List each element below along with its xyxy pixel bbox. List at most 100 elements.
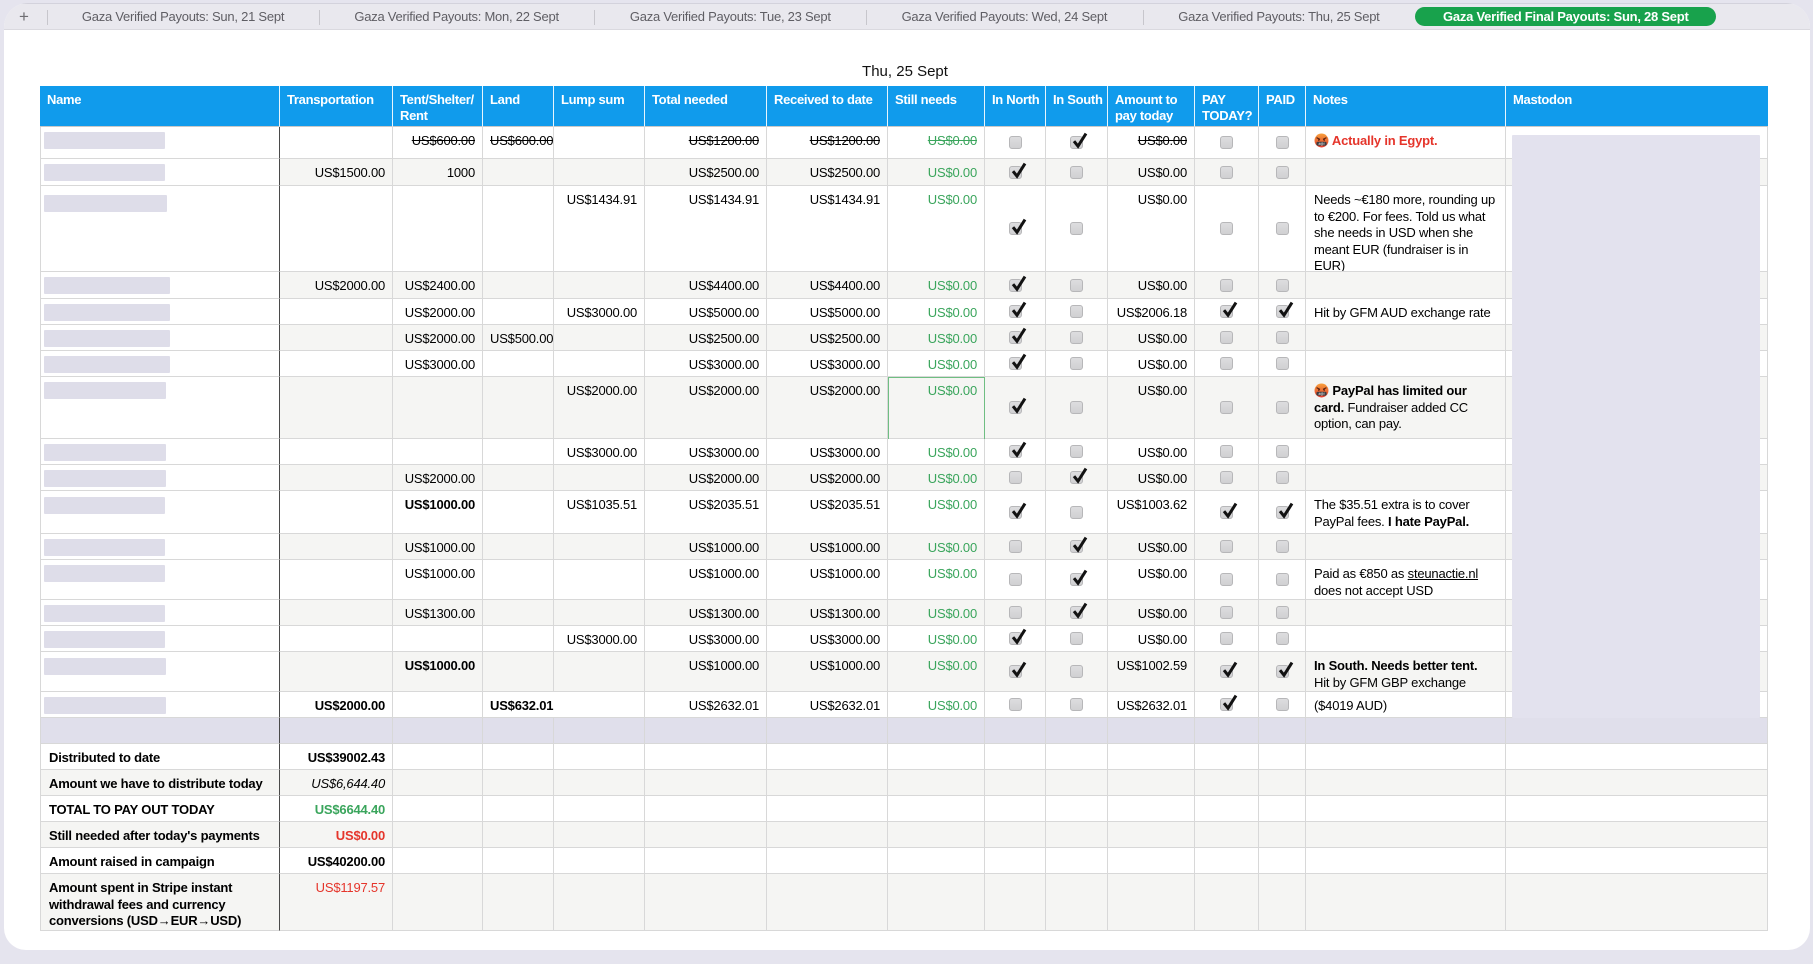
cell-paid-row12[interactable] [1259, 534, 1306, 560]
checkbox-south-row11-unchecked[interactable] [1070, 505, 1083, 519]
cell-paid-row6[interactable] [1259, 325, 1306, 351]
cell-notes-row8[interactable]: #@! PayPal has limited our card. Fundrais… [1306, 377, 1506, 439]
cell-still-row9[interactable]: US$0.00 [888, 439, 985, 465]
cell-trans-row2[interactable]: US$1500.00 [280, 159, 393, 186]
cell-total-row9[interactable]: US$3000.00 [645, 439, 767, 465]
cell-paid-row14[interactable] [1259, 600, 1306, 626]
cell-still-row7[interactable]: US$0.00 [888, 351, 985, 377]
cell-amount-row3[interactable]: US$0.00 [1108, 186, 1195, 272]
cell-tent-row5[interactable]: US$2000.00 [393, 299, 483, 325]
cell-notes-row15[interactable] [1306, 626, 1506, 652]
summary-cell-mastodon-row3[interactable] [1506, 796, 1768, 822]
cell-still-row1[interactable]: US$0.00 [888, 127, 985, 159]
summary-cell-still-row6[interactable] [888, 874, 985, 931]
cell-total-row10[interactable]: US$2000.00 [645, 465, 767, 491]
summary-cell-total-row3[interactable] [645, 796, 767, 822]
summary-cell-north-row2[interactable] [985, 770, 1046, 796]
checkbox-paytoday-row17-checked[interactable] [1220, 694, 1238, 711]
summary-cell-name-row3[interactable]: TOTAL TO PAY OUT TODAY [40, 796, 280, 822]
summary-cell-paytoday-row4[interactable] [1195, 822, 1259, 848]
checkbox-south-row13-checked[interactable] [1070, 569, 1088, 586]
summary-cell-land-row2[interactable] [483, 770, 554, 796]
cell-notes-row18[interactable] [1306, 718, 1506, 744]
cell-still-row3[interactable]: US$0.00 [888, 186, 985, 272]
cell-land-row6[interactable]: US$500.00 [483, 325, 554, 351]
cell-south-row7[interactable] [1046, 351, 1108, 377]
cell-amount-row9[interactable]: US$0.00 [1108, 439, 1195, 465]
summary-cell-amount-row3[interactable] [1108, 796, 1195, 822]
checkbox-paytoday-row8-unchecked[interactable] [1220, 401, 1233, 414]
checkbox-north-row11-checked[interactable] [1008, 502, 1026, 519]
checkbox-south-row14-checked[interactable] [1070, 602, 1088, 619]
cell-north-row1[interactable] [985, 127, 1046, 159]
cell-received-row14[interactable]: US$1300.00 [767, 600, 888, 626]
cell-still-row16[interactable]: US$0.00 [888, 652, 985, 692]
cell-land-row2[interactable] [483, 159, 554, 186]
cell-total-row3[interactable]: US$1434.91 [645, 186, 767, 272]
summary-cell-lump-row6[interactable] [554, 874, 645, 931]
cell-still-row4[interactable]: US$0.00 [888, 272, 985, 299]
cell-notes-row6[interactable] [1306, 325, 1506, 351]
checkbox-south-row17-unchecked[interactable] [1070, 698, 1083, 711]
checkbox-north-row2-checked[interactable] [1008, 162, 1026, 179]
summary-cell-amount-row4[interactable] [1108, 822, 1195, 848]
cell-north-row7[interactable] [985, 351, 1046, 377]
summary-cell-south-row6[interactable] [1046, 874, 1108, 931]
checkbox-paytoday-row10-unchecked[interactable] [1220, 471, 1233, 484]
cell-paytoday-row16[interactable] [1195, 652, 1259, 692]
summary-cell-notes-row1[interactable] [1306, 744, 1506, 770]
cell-received-row10[interactable]: US$2000.00 [767, 465, 888, 491]
summary-cell-paid-row6[interactable] [1259, 874, 1306, 931]
cell-notes-row14[interactable] [1306, 600, 1506, 626]
cell-north-row4[interactable] [985, 272, 1046, 299]
cell-north-row16[interactable] [985, 652, 1046, 692]
cell-notes-row11[interactable]: The $35.51 extra is to cover PayPal fees.… [1306, 491, 1506, 534]
cell-tent-row7[interactable]: US$3000.00 [393, 351, 483, 377]
cell-notes-row2[interactable] [1306, 159, 1506, 186]
cell-paytoday-row9[interactable] [1195, 439, 1259, 465]
summary-cell-south-row4[interactable] [1046, 822, 1108, 848]
cell-lump-row2[interactable] [554, 159, 645, 186]
cell-lump-row6[interactable] [554, 325, 645, 351]
summary-cell-lump-row2[interactable] [554, 770, 645, 796]
checkbox-paytoday-row11-checked[interactable] [1220, 502, 1238, 519]
cell-total-row5[interactable]: US$5000.00 [645, 299, 767, 325]
cell-trans-row4[interactable]: US$2000.00 [280, 272, 393, 299]
summary-cell-amount-row6[interactable] [1108, 874, 1195, 931]
sheet-tab-1[interactable]: Gaza Verified Payouts: Sun, 21 Sept [81, 9, 285, 24]
summary-cell-north-row5[interactable] [985, 848, 1046, 874]
cell-still-row10[interactable]: US$0.00 [888, 465, 985, 491]
checkbox-south-row8-unchecked[interactable] [1070, 401, 1083, 414]
header-cell-north[interactable]: In North [985, 86, 1046, 127]
cell-lump-row13[interactable] [554, 560, 645, 600]
checkbox-paid-row10-unchecked[interactable] [1275, 471, 1289, 484]
cell-amount-row4[interactable]: US$0.00 [1108, 272, 1195, 299]
cell-south-row15[interactable] [1046, 626, 1108, 652]
cell-total-row12[interactable]: US$1000.00 [645, 534, 767, 560]
cell-trans-row7[interactable] [280, 351, 393, 377]
cell-notes-row16[interactable]: In South. Needs better tent. Hit by GFM G… [1306, 652, 1506, 692]
cell-trans-row8[interactable] [280, 377, 393, 439]
cell-received-row1[interactable]: US$1200.00 [767, 127, 888, 159]
summary-cell-trans-row1[interactable]: US$39002.43 [280, 744, 393, 770]
checkbox-paid-row3-unchecked[interactable] [1275, 222, 1289, 235]
cell-north-row3[interactable] [985, 186, 1046, 272]
summary-cell-south-row3[interactable] [1046, 796, 1108, 822]
summary-cell-north-row1[interactable] [985, 744, 1046, 770]
cell-still-row6[interactable]: US$0.00 [888, 325, 985, 351]
summary-cell-paid-row2[interactable] [1259, 770, 1306, 796]
cell-north-row6[interactable] [985, 325, 1046, 351]
summary-cell-tent-row1[interactable] [393, 744, 483, 770]
cell-paytoday-row11[interactable] [1195, 491, 1259, 534]
cell-paid-row11[interactable] [1259, 491, 1306, 534]
cell-received-row4[interactable]: US$4400.00 [767, 272, 888, 299]
summary-cell-name-row6[interactable]: Amount spent in Stripe instant withdrawa… [40, 874, 280, 931]
cell-paid-row5[interactable] [1259, 299, 1306, 325]
cell-paid-row17[interactable] [1259, 692, 1306, 718]
header-cell-name[interactable]: Name [40, 86, 280, 127]
checkbox-paytoday-row15-unchecked[interactable] [1220, 632, 1233, 645]
header-cell-mastodon[interactable]: Mastodon [1506, 86, 1768, 127]
cell-total-row16[interactable]: US$1000.00 [645, 652, 767, 692]
cell-trans-row5[interactable] [280, 299, 393, 325]
summary-cell-land-row3[interactable] [483, 796, 554, 822]
